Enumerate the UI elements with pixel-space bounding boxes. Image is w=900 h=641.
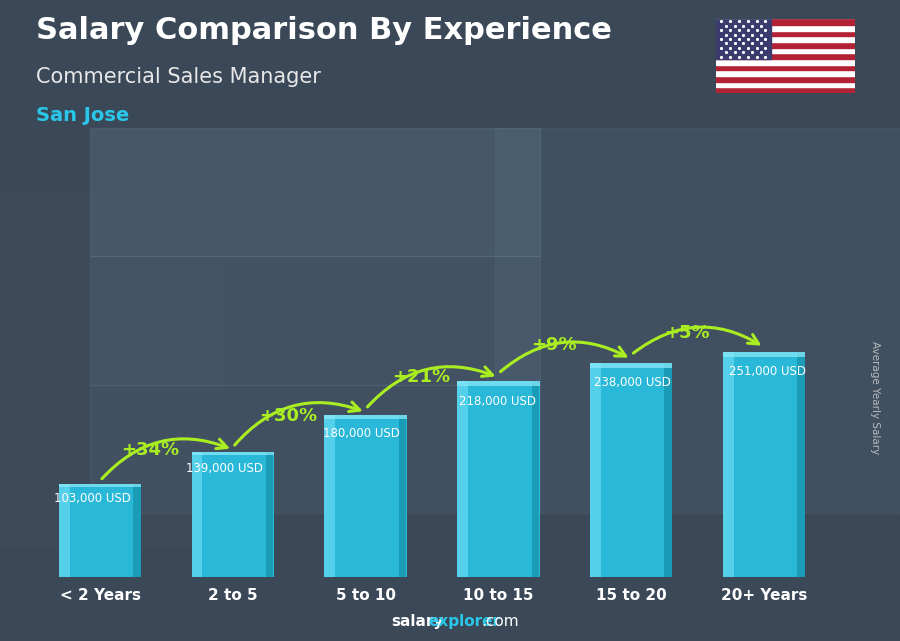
Bar bbox=[457, 381, 540, 577]
Bar bbox=[723, 352, 806, 577]
Text: Commercial Sales Manager: Commercial Sales Manager bbox=[36, 67, 321, 87]
Bar bbox=[266, 452, 274, 577]
Bar bbox=[192, 452, 274, 455]
Bar bbox=[716, 53, 855, 59]
Bar bbox=[716, 42, 855, 47]
Bar bbox=[716, 19, 855, 25]
Bar bbox=[716, 81, 855, 87]
Bar bbox=[716, 25, 855, 31]
Text: 103,000 USD: 103,000 USD bbox=[54, 492, 130, 505]
Bar bbox=[324, 415, 407, 577]
Bar bbox=[532, 381, 539, 577]
Bar bbox=[590, 363, 600, 577]
Text: 251,000 USD: 251,000 USD bbox=[729, 365, 806, 378]
Bar bbox=[723, 352, 806, 356]
Text: San Jose: San Jose bbox=[36, 106, 130, 125]
Bar bbox=[192, 452, 274, 577]
Bar bbox=[58, 485, 141, 487]
Bar bbox=[0, 192, 225, 545]
Text: +9%: +9% bbox=[531, 336, 577, 354]
Text: Salary Comparison By Experience: Salary Comparison By Experience bbox=[36, 16, 612, 45]
Bar bbox=[457, 381, 540, 386]
Bar bbox=[457, 381, 468, 577]
Bar bbox=[716, 71, 855, 76]
Bar bbox=[192, 452, 202, 577]
Bar bbox=[716, 19, 771, 59]
Bar bbox=[90, 256, 540, 385]
Bar bbox=[716, 87, 855, 93]
Bar bbox=[399, 415, 406, 577]
Text: salary: salary bbox=[392, 615, 444, 629]
Text: 139,000 USD: 139,000 USD bbox=[186, 462, 264, 475]
Text: 218,000 USD: 218,000 USD bbox=[459, 395, 536, 408]
Bar bbox=[723, 352, 734, 577]
Bar bbox=[716, 47, 855, 53]
Bar bbox=[133, 485, 140, 577]
Bar bbox=[716, 65, 855, 71]
Bar bbox=[90, 128, 540, 256]
Bar bbox=[716, 37, 855, 42]
Text: +34%: +34% bbox=[122, 440, 180, 458]
Text: .com: .com bbox=[482, 615, 519, 629]
Text: explorer: explorer bbox=[428, 615, 500, 629]
Bar bbox=[324, 415, 335, 577]
Bar bbox=[58, 485, 141, 577]
Bar bbox=[495, 128, 900, 513]
Bar bbox=[797, 352, 805, 577]
Text: 180,000 USD: 180,000 USD bbox=[323, 427, 400, 440]
Bar bbox=[590, 363, 672, 577]
Bar bbox=[716, 59, 855, 65]
Bar bbox=[716, 31, 855, 37]
Text: +5%: +5% bbox=[664, 324, 710, 342]
Bar bbox=[590, 363, 672, 368]
Text: +30%: +30% bbox=[259, 407, 318, 425]
Bar bbox=[664, 363, 671, 577]
Bar bbox=[716, 76, 855, 81]
Text: +21%: +21% bbox=[392, 369, 450, 387]
Bar bbox=[58, 485, 69, 577]
Bar bbox=[324, 415, 407, 419]
Bar bbox=[90, 385, 540, 513]
Text: 238,000 USD: 238,000 USD bbox=[594, 376, 670, 389]
Text: Average Yearly Salary: Average Yearly Salary bbox=[869, 341, 880, 454]
